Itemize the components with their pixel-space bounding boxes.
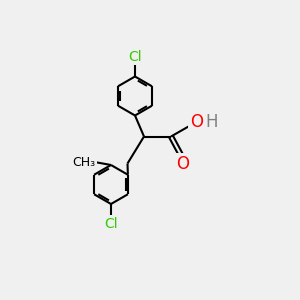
Text: O: O bbox=[176, 154, 190, 172]
Text: CH₃: CH₃ bbox=[72, 155, 96, 169]
Text: Cl: Cl bbox=[128, 50, 142, 64]
Text: O: O bbox=[190, 112, 203, 130]
Text: Cl: Cl bbox=[104, 217, 118, 230]
Text: H: H bbox=[205, 112, 218, 130]
